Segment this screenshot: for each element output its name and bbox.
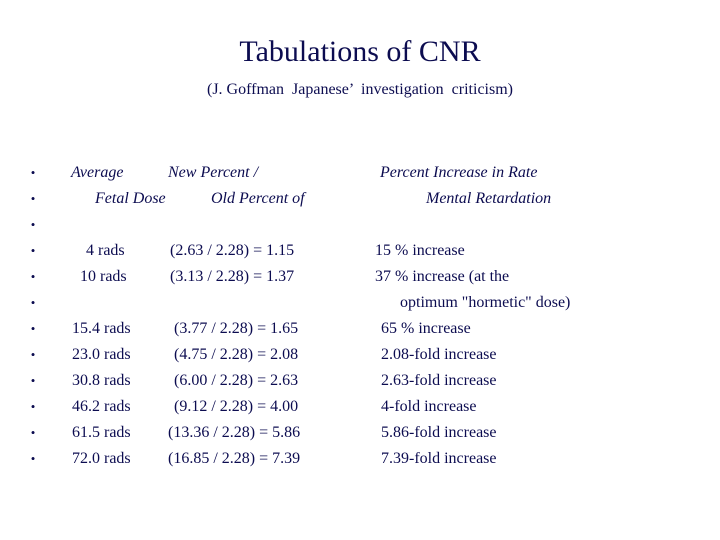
table-row: • 72.0 rads (16.85 / 2.28) = 7.39 7.39-f…: [0, 449, 720, 475]
dose-cell: 61.5 rads: [72, 424, 131, 441]
increase-cell: 2.08-fold increase: [381, 346, 497, 363]
increase-cell: 5.86-fold increase: [381, 424, 497, 441]
slide-title: Tabulations of CNR: [239, 35, 481, 68]
table-row: • 46.2 rads (9.12 / 2.28) = 4.00 4-fold …: [0, 397, 720, 423]
blank-row: •: [0, 215, 720, 241]
table-row: • 15.4 rads (3.77 / 2.28) = 1.65 65 % in…: [0, 319, 720, 345]
ratio-cell: (2.63 / 2.28) = 1.15: [170, 242, 295, 259]
dose-cell: 23.0 rads: [72, 346, 131, 363]
table-row: • 10 rads (3.13 / 2.28) = 1.37 37 % incr…: [0, 267, 720, 293]
increase-cell: 7.39-fold increase: [381, 450, 497, 467]
ratio-cell: (13.36 / 2.28) = 5.86: [168, 424, 301, 441]
dose-cell: 10 rads: [80, 268, 127, 285]
ratio-cell: (16.85 / 2.28) = 7.39: [168, 450, 301, 467]
header-average: Average: [71, 164, 124, 181]
header-mental-retardation: Mental Retardation: [426, 190, 552, 207]
header-new-percent: New Percent /: [168, 164, 259, 181]
header-row-2: • Fetal Dose Old Percent of Mental Retar…: [0, 189, 720, 215]
increase-cell: 65 % increase: [381, 320, 471, 337]
table-row: • 30.8 rads (6.00 / 2.28) = 2.63 2.63-fo…: [0, 371, 720, 397]
header-percent-increase: Percent Increase in Rate: [380, 164, 538, 181]
dose-cell: 30.8 rads: [72, 372, 131, 389]
bullet-icon: •: [30, 191, 36, 206]
ratio-cell: (9.12 / 2.28) = 4.00: [174, 398, 299, 415]
bullet-icon: •: [30, 347, 36, 362]
header-fetal-dose: Fetal Dose: [95, 190, 166, 207]
dose-cell: 46.2 rads: [72, 398, 131, 415]
ratio-cell: (4.75 / 2.28) = 2.08: [174, 346, 299, 363]
increase-cell: 15 % increase: [375, 242, 465, 259]
dose-cell: 4 rads: [86, 242, 125, 259]
table-row: • 61.5 rads (13.36 / 2.28) = 5.86 5.86-f…: [0, 423, 720, 449]
dose-cell: 72.0 rads: [72, 450, 131, 467]
bullet-icon: •: [30, 399, 36, 414]
bullet-icon: •: [30, 321, 36, 336]
bullet-icon: •: [30, 165, 36, 180]
header-old-percent: Old Percent of: [211, 190, 305, 207]
increase-cell: 37 % increase (at the: [375, 268, 510, 285]
increase-cell: 4-fold increase: [381, 398, 477, 415]
increase-cell: optimum "hormetic" dose): [400, 294, 571, 311]
slide-subtitle: (J. Goffman Japanese’ investigation crit…: [207, 81, 513, 98]
dose-cell: 15.4 rads: [72, 320, 131, 337]
table-row: • optimum "hormetic" dose): [0, 293, 720, 319]
ratio-cell: (3.77 / 2.28) = 1.65: [174, 320, 299, 337]
bullet-icon: •: [30, 451, 36, 466]
bullet-icon: •: [30, 217, 36, 232]
bullet-icon: •: [30, 295, 36, 310]
bullet-icon: •: [30, 269, 36, 284]
ratio-cell: (6.00 / 2.28) = 2.63: [174, 372, 299, 389]
table-row: • 4 rads (2.63 / 2.28) = 1.15 15 % incre…: [0, 241, 720, 267]
ratio-cell: (3.13 / 2.28) = 1.37: [170, 268, 295, 285]
header-row-1: • Average New Percent / Percent Increase…: [0, 163, 720, 189]
increase-cell: 2.63-fold increase: [381, 372, 497, 389]
table-row: • 23.0 rads (4.75 / 2.28) = 2.08 2.08-fo…: [0, 345, 720, 371]
bullet-icon: •: [30, 373, 36, 388]
bullet-icon: •: [30, 243, 36, 258]
bullet-icon: •: [30, 425, 36, 440]
